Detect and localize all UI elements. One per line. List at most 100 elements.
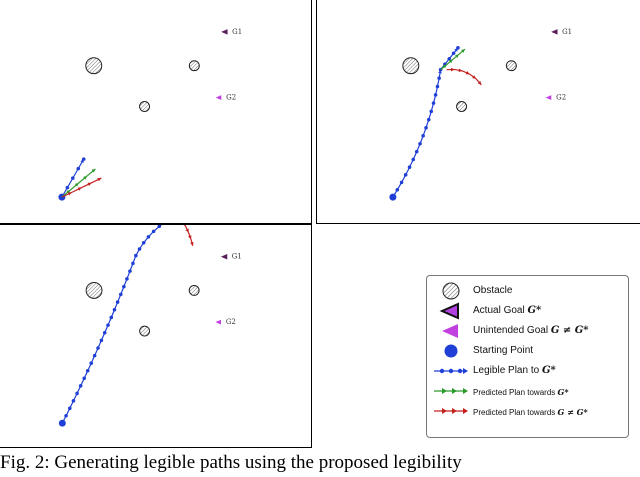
arrowhead	[454, 47, 458, 52]
actual-goal-icon	[221, 29, 228, 35]
path-point	[71, 176, 75, 180]
path-point	[96, 346, 100, 350]
arrowhead	[66, 190, 71, 194]
arrowhead	[438, 69, 442, 74]
path-point	[78, 384, 83, 388]
obstacle-icon	[85, 57, 103, 75]
start-point	[389, 193, 397, 201]
legend-label-predicted-actual: Predicted Plan towards	[473, 388, 556, 397]
unintended-goal-icon	[442, 324, 458, 338]
path-point	[426, 117, 431, 122]
path-point	[106, 323, 110, 327]
path-point	[146, 235, 151, 239]
arrowhead	[83, 175, 88, 180]
predicted-plan-other	[184, 225, 194, 246]
start-point-icon	[444, 344, 458, 358]
legend-row-predicted-other: Predicted Plan towards G ≠ G*	[427, 402, 628, 420]
plot-step-3: G1 G2	[58, 225, 242, 427]
path-point	[418, 141, 422, 146]
legend-row-obstacle: Obstacle	[427, 282, 628, 300]
predicted-plan-other	[446, 68, 482, 86]
path-point	[424, 125, 428, 130]
arrowhead	[472, 75, 477, 79]
path-point	[435, 84, 440, 89]
figure-caption: Fig. 2: Generating legible paths using t…	[0, 452, 462, 473]
panel-step-3: G1 G2	[0, 224, 312, 448]
obstacle-icon	[188, 284, 200, 296]
path-point	[102, 330, 107, 335]
path-point	[414, 149, 419, 154]
predicted-other-icon	[434, 408, 468, 414]
path-point	[85, 368, 90, 373]
legend-row-predicted-actual: Predicted Plan towards G*	[427, 382, 628, 400]
predicted-actual-icon	[434, 388, 468, 394]
path-point	[157, 225, 162, 229]
legend-row-start: Starting Point	[427, 342, 628, 360]
arrowhead	[185, 228, 189, 233]
arrowhead	[458, 68, 463, 73]
legend-label-start: Starting Point	[473, 345, 534, 356]
path-point	[89, 361, 93, 365]
path-point	[395, 188, 400, 192]
arrowhead	[97, 177, 102, 182]
path-point	[125, 277, 129, 281]
path-point	[112, 307, 117, 312]
arrowhead	[442, 64, 447, 69]
unintended-goal-icon	[215, 319, 222, 325]
path-point	[99, 338, 104, 343]
path-point	[128, 269, 132, 273]
unintended-goal-icon	[215, 95, 222, 101]
panel-step-2: G1 G2	[316, 0, 640, 224]
path-point	[64, 413, 68, 418]
path-point	[407, 165, 412, 170]
arrowhead	[67, 192, 72, 196]
arrowhead	[450, 67, 455, 72]
path-point	[131, 261, 135, 266]
goal-label-g2: G2	[226, 94, 236, 102]
path-point	[151, 229, 156, 234]
path-point	[141, 240, 146, 245]
legend-label-obstacle: Obstacle	[473, 285, 513, 296]
path-point	[437, 76, 441, 80]
legend-row-legible-plan: Legible Plan to G*	[427, 362, 628, 380]
actual-goal-icon	[439, 302, 459, 320]
arrowhead	[80, 159, 84, 164]
arrowhead	[87, 182, 92, 186]
legend-row-actual-goal: Actual Goal G*	[427, 302, 628, 320]
legend-math-legible-plan: G*	[541, 365, 556, 376]
legend-row-unintended-goal: Unintended Goal G ≠ G*	[427, 322, 628, 340]
path-point	[403, 173, 408, 177]
arrowhead	[188, 235, 192, 240]
goal-label-g2: G2	[556, 94, 566, 102]
path-point	[431, 101, 436, 105]
obstacle-icon	[139, 101, 151, 112]
path-point	[122, 284, 126, 289]
legible-plan-path	[392, 69, 442, 198]
plot-step-2: G1 G2	[389, 28, 572, 201]
obstacle-icon	[442, 282, 460, 300]
arrowhead	[91, 168, 96, 173]
goal-label-g2: G2	[226, 318, 236, 326]
path-point	[115, 300, 120, 304]
obstacle-icon	[139, 325, 151, 337]
path-point	[118, 292, 123, 297]
obstacle-icon	[402, 57, 420, 75]
goal-label-g1: G1	[232, 253, 242, 261]
arrowhead	[454, 54, 459, 58]
legend-label-legible-plan: Legible Plan to	[473, 365, 540, 376]
arrowhead	[465, 71, 470, 75]
obstacle-icon	[188, 60, 200, 72]
arrowhead	[183, 225, 186, 227]
arrowhead	[190, 241, 194, 246]
arrowhead	[77, 187, 82, 191]
legend-label-predicted-other: Predicted Plan towards	[473, 408, 556, 417]
panel-step-1: G1 G2	[0, 0, 312, 224]
path-point	[447, 56, 452, 61]
obstacle-icon	[505, 60, 517, 72]
plot-step-1: G1 G2	[58, 28, 242, 201]
start-point	[58, 419, 66, 427]
actual-goal-icon	[551, 29, 558, 35]
goal-label-g1: G1	[232, 28, 242, 36]
path-point	[134, 253, 138, 258]
actual-goal-icon	[220, 253, 228, 260]
